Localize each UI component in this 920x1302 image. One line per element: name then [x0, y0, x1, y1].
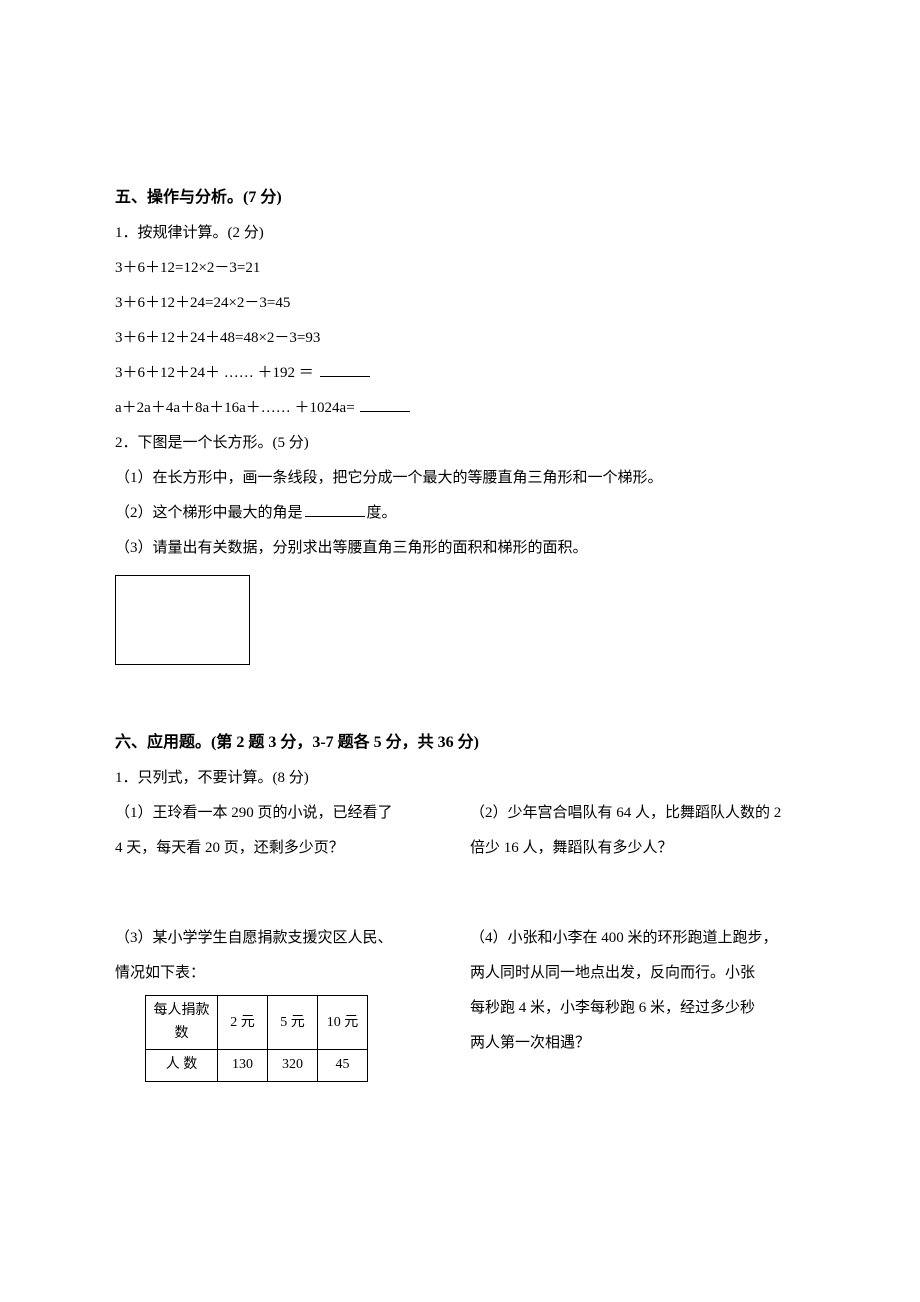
q5-1-title: 1．按规律计算。(2 分) — [115, 217, 805, 250]
q5-2-title: 2．下图是一个长方形。(5 分) — [115, 427, 805, 460]
table-row: 每人捐款数 2 元 5 元 10 元 — [146, 996, 368, 1050]
q6-1-sub2-l2: 倍少 16 人，舞蹈队有多少人？ — [470, 832, 805, 865]
q6-1-sub4-l4: 两人第一次相遇？ — [470, 1027, 805, 1060]
q5-1-line3: 3＋6＋12＋24＋48=48×2－3=93 — [115, 322, 805, 355]
q6-1-sub4: （4）小张和小李在 400 米的环形跑道上跑步， 两人同时从同一地点出发，反向而… — [470, 922, 805, 1081]
table-header-label: 每人捐款数 — [146, 996, 218, 1050]
q6-1-sub4-l3: 每秒跑 4 米，小李每秒跑 6 米，经过多少秒 — [470, 992, 805, 1025]
q6-1-sub1: （1）王玲看一本 290 页的小说，已经看了 4 天，每天看 20 页，还剩多少… — [115, 797, 450, 867]
q5-1-line4: 3＋6＋12＋24＋ …… ＋192 ＝ — [115, 357, 805, 390]
q6-1-row1: （1）王玲看一本 290 页的小说，已经看了 4 天，每天看 20 页，还剩多少… — [115, 797, 805, 867]
q5-1-blank1 — [320, 359, 370, 377]
q5-1-line5-text: a＋2a＋4a＋8a＋16a＋…… ＋1024a= — [115, 400, 355, 416]
q6-1-sub3-l1: （3）某小学学生自愿捐款支援灾区人民、 — [115, 922, 450, 955]
table-cell: 320 — [268, 1050, 318, 1081]
q5-1-blank2 — [360, 394, 410, 412]
q5-2-sub2: （2）这个梯形中最大的角是 度。 — [115, 497, 805, 530]
q6-1-sub1-l1: （1）王玲看一本 290 页的小说，已经看了 — [115, 797, 450, 830]
q5-1-line2: 3＋6＋12＋24=24×2－3=45 — [115, 287, 805, 320]
donation-table: 每人捐款数 2 元 5 元 10 元 人 数 130 320 45 — [145, 995, 368, 1081]
q6-1-sub1-l2: 4 天，每天看 20 页，还剩多少页？ — [115, 832, 450, 865]
table-row: 人 数 130 320 45 — [146, 1050, 368, 1081]
q5-1-line4-text: 3＋6＋12＋24＋ …… ＋192 ＝ — [115, 365, 314, 381]
section-5-header: 五、操作与分析。(7 分) — [115, 180, 805, 215]
table-cell: 2 元 — [218, 996, 268, 1050]
q6-1-sub3-l2: 情况如下表： — [115, 957, 450, 990]
q6-1-sub4-l2: 两人同时从同一地点出发，反向而行。小张 — [470, 957, 805, 990]
q6-1-title: 1．只列式，不要计算。(8 分) — [115, 762, 805, 795]
table-cell: 5 元 — [268, 996, 318, 1050]
q5-2-sub2-prefix: （2）这个梯形中最大的角是 — [115, 505, 303, 521]
table-row-label: 人 数 — [146, 1050, 218, 1081]
q5-1-line5: a＋2a＋4a＋8a＋16a＋…… ＋1024a= — [115, 392, 805, 425]
table-cell: 45 — [318, 1050, 368, 1081]
q6-1-sub2-l1: （2）少年宫合唱队有 64 人，比舞蹈队人数的 2 — [470, 797, 805, 830]
q6-1-sub3: （3）某小学学生自愿捐款支援灾区人民、 情况如下表： 每人捐款数 2 元 5 元… — [115, 922, 450, 1081]
q5-2-sub1: （1）在长方形中，画一条线段，把它分成一个最大的等腰直角三角形和一个梯形。 — [115, 462, 805, 495]
q5-2-sub2-suffix: 度。 — [367, 505, 397, 521]
rectangle-figure — [115, 575, 250, 665]
q6-1-sub2: （2）少年宫合唱队有 64 人，比舞蹈队人数的 2 倍少 16 人，舞蹈队有多少… — [470, 797, 805, 867]
q6-1-sub4-l1: （4）小张和小李在 400 米的环形跑道上跑步， — [470, 922, 805, 955]
q5-2-sub3: （3）请量出有关数据，分别求出等腰直角三角形的面积和梯形的面积。 — [115, 532, 805, 565]
q5-2-blank — [305, 499, 365, 517]
table-cell: 10 元 — [318, 996, 368, 1050]
q6-1-row2: （3）某小学学生自愿捐款支援灾区人民、 情况如下表： 每人捐款数 2 元 5 元… — [115, 922, 805, 1081]
q5-1-line1: 3＋6＋12=12×2－3=21 — [115, 252, 805, 285]
table-cell: 130 — [218, 1050, 268, 1081]
section-6-header: 六、应用题。(第 2 题 3 分，3-7 题各 5 分，共 36 分) — [115, 725, 805, 760]
